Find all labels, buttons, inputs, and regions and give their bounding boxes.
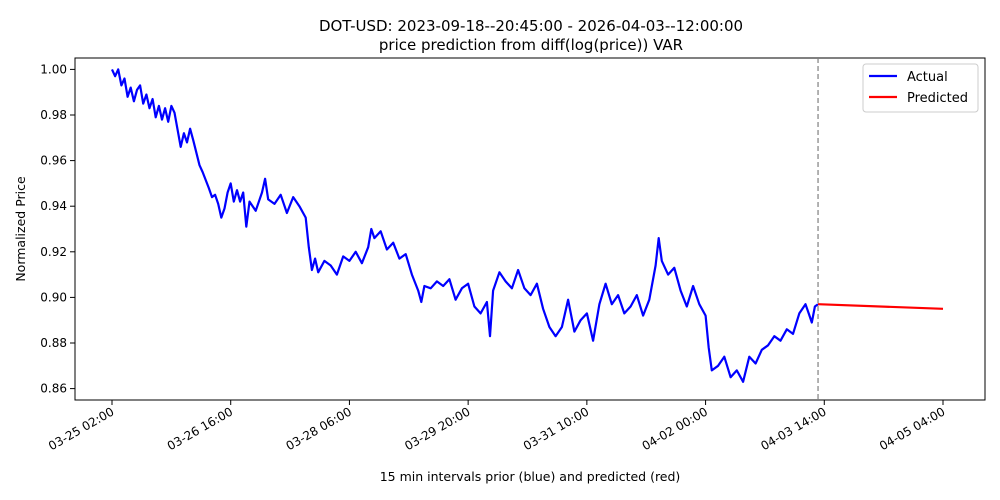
legend: Actual Predicted	[862, 63, 979, 113]
y-tick-label: 0.92	[40, 245, 67, 259]
chart-title: DOT-USD: 2023-09-18--20:45:00 - 2026-04-…	[319, 17, 743, 35]
y-tick-label: 1.00	[40, 62, 67, 76]
y-tick-label: 0.88	[40, 336, 67, 350]
x-axis-label: 15 min intervals prior (blue) and predic…	[380, 469, 681, 484]
plot-area-frame	[74, 57, 986, 401]
chart-subtitle: price prediction from diff(log(price)) V…	[379, 36, 683, 54]
y-axis-label: Normalized Price	[13, 176, 28, 282]
series-predicted-line	[817, 303, 944, 310]
y-tick-label: 0.98	[40, 108, 67, 122]
y-tick-label: 0.94	[40, 199, 67, 213]
y-tick-label: 0.90	[40, 290, 67, 304]
y-tick-label: 0.96	[40, 154, 67, 168]
series-actual-line	[110, 68, 819, 383]
legend-predicted-label: Predicted	[907, 91, 968, 106]
y-tick-label: 0.86	[40, 382, 67, 396]
y-axis: 0.86 0.88 0.90 0.92 0.94 0.96 0.98 1.00	[40, 62, 75, 396]
legend-actual-label: Actual	[907, 70, 948, 85]
